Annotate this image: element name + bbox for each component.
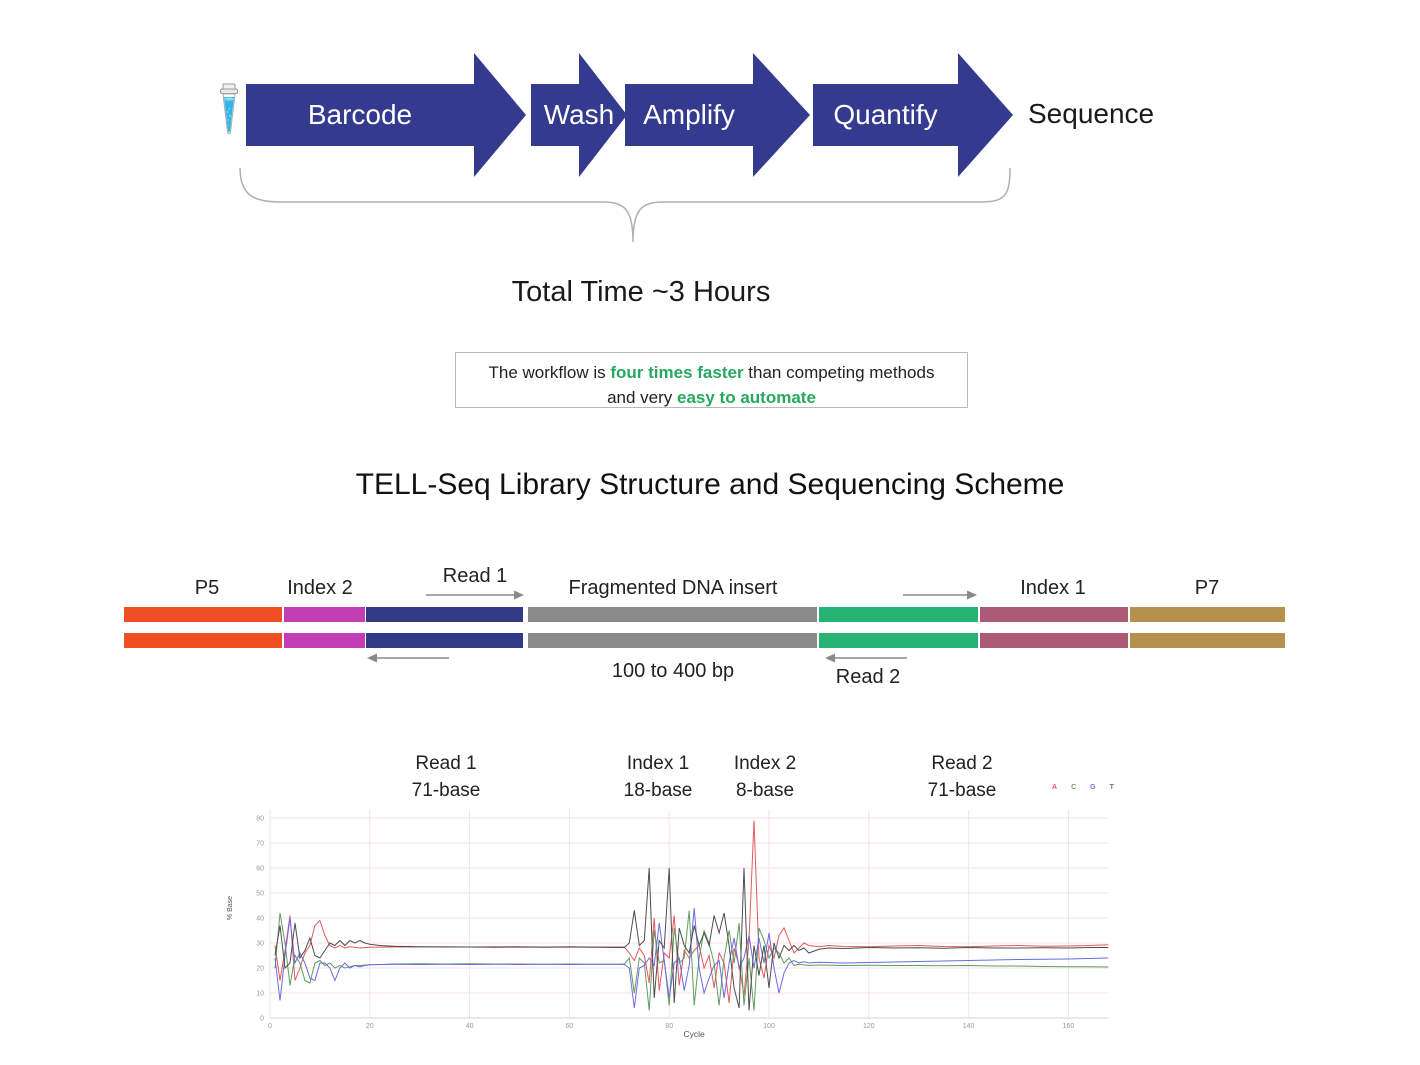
series-line-A xyxy=(274,820,1109,1004)
library-segment-p7 xyxy=(1130,607,1285,622)
note-highlight: easy to automate xyxy=(677,388,816,407)
x-axis-label: Cycle xyxy=(684,1029,706,1039)
label-insert: Fragmented DNA insert xyxy=(568,577,778,599)
label-read1: Read 1 xyxy=(442,565,508,587)
chart-text: 40 xyxy=(466,1023,474,1030)
read-label-read2: Read 2 71-base xyxy=(927,753,997,801)
library-segment-read1-adapter xyxy=(366,633,523,648)
chart-text: 70 xyxy=(256,841,264,848)
chart-text: 100 xyxy=(763,1023,775,1030)
reverse-direction-arrow-icon xyxy=(367,653,449,663)
chart-text: 60 xyxy=(566,1023,574,1030)
note-line-1: The workflow is four times faster than c… xyxy=(488,363,935,382)
series-line-C xyxy=(274,910,1109,1011)
workflow-note-box: The workflow is four times faster than c… xyxy=(455,352,968,408)
y-axis-label: % Base xyxy=(227,896,234,920)
chart-text: 120 xyxy=(863,1023,875,1030)
series-line-T xyxy=(274,867,1109,1011)
chart-text: 60 xyxy=(256,866,264,873)
read-label-index2: Index 2 8-base xyxy=(733,753,797,801)
sample-tube-icon xyxy=(220,83,238,135)
note-highlight: four times faster xyxy=(610,363,744,382)
library-segment-read1-adapter xyxy=(366,607,523,622)
chart-text: 50 xyxy=(256,891,264,898)
chart-text: 0 xyxy=(260,1016,264,1023)
forward-direction-arrow-icon xyxy=(903,590,977,600)
library-segment-linker xyxy=(819,607,978,622)
label-p7: P7 xyxy=(1194,577,1220,599)
workflow-step-label: Wash xyxy=(543,99,615,130)
chart-text: 80 xyxy=(665,1023,673,1030)
read-label-index1: Index 1 18-base xyxy=(623,753,693,801)
arrow-body xyxy=(246,84,474,146)
library-segment-index2 xyxy=(284,633,365,648)
workflow-step-label: Quantify xyxy=(833,99,938,130)
library-segment-insert xyxy=(528,633,817,648)
workflow-step-label: Barcode xyxy=(307,99,413,130)
label-index2: Index 2 xyxy=(287,577,353,599)
library-segment-p5 xyxy=(124,633,282,648)
workflow-step-label: Amplify xyxy=(643,99,735,130)
library-segment-index2 xyxy=(284,607,365,622)
arrow-body xyxy=(625,84,753,146)
arrow-head-icon xyxy=(958,53,1013,177)
brace-icon xyxy=(239,167,1011,243)
read2-direction-arrow-icon xyxy=(825,653,907,663)
label-insert-size: 100 to 400 bp xyxy=(611,660,735,682)
arrow-body xyxy=(531,84,579,146)
library-segment-index1 xyxy=(980,633,1128,648)
arrow-head-icon xyxy=(753,53,810,177)
chart-text: 30 xyxy=(256,941,264,948)
legend-base-A: A xyxy=(1052,784,1058,791)
label-index1: Index 1 xyxy=(1020,577,1086,599)
arrow-body xyxy=(813,84,958,146)
arrow-head-icon xyxy=(579,53,627,177)
library-segment-insert xyxy=(528,607,817,622)
library-segment-linker xyxy=(819,633,978,648)
workflow-step-quantify: Quantify xyxy=(813,53,1013,177)
series-line-G xyxy=(274,907,1109,1009)
legend-base-G: G xyxy=(1090,784,1096,791)
library-segment-p7 xyxy=(1130,633,1285,648)
section-title: TELL-Seq Library Structure and Sequencin… xyxy=(355,468,1065,501)
chart-text: 40 xyxy=(256,916,264,923)
chart-text: 20 xyxy=(366,1023,374,1030)
read1-direction-arrow-icon xyxy=(426,590,524,600)
chart-text: 0 xyxy=(268,1023,272,1030)
chart-text: 140 xyxy=(963,1023,975,1030)
library-segment-p5 xyxy=(124,607,282,622)
workflow-step-wash: Wash xyxy=(531,53,627,177)
workflow-step-sequence: Sequence xyxy=(1028,98,1155,129)
legend-base-T: T xyxy=(1109,784,1114,791)
chart-text: 20 xyxy=(256,966,264,973)
chart-text: 160 xyxy=(1063,1023,1075,1030)
workflow-step-amplify: Amplify xyxy=(625,53,810,177)
label-read2: Read 2 xyxy=(835,666,901,688)
arrow-head-icon xyxy=(474,53,526,177)
total-time-label: Total Time ~3 Hours xyxy=(511,276,771,308)
read-label-read1: Read 1 71-base xyxy=(411,753,481,801)
label-p5: P5 xyxy=(194,577,220,599)
percent-base-chart: 0 10 20 30 40 50 60 70 80 0 20 40 60 80 100 120 140 160 Cy… xyxy=(227,810,1109,1039)
note-line-2: and very easy to automate xyxy=(607,388,816,407)
workflow-step-barcode: Barcode xyxy=(246,53,526,177)
library-segment-index1 xyxy=(980,607,1128,622)
chart-text: 10 xyxy=(256,991,264,998)
legend-base-C: C xyxy=(1071,784,1077,791)
chart-text: 80 xyxy=(256,816,264,823)
